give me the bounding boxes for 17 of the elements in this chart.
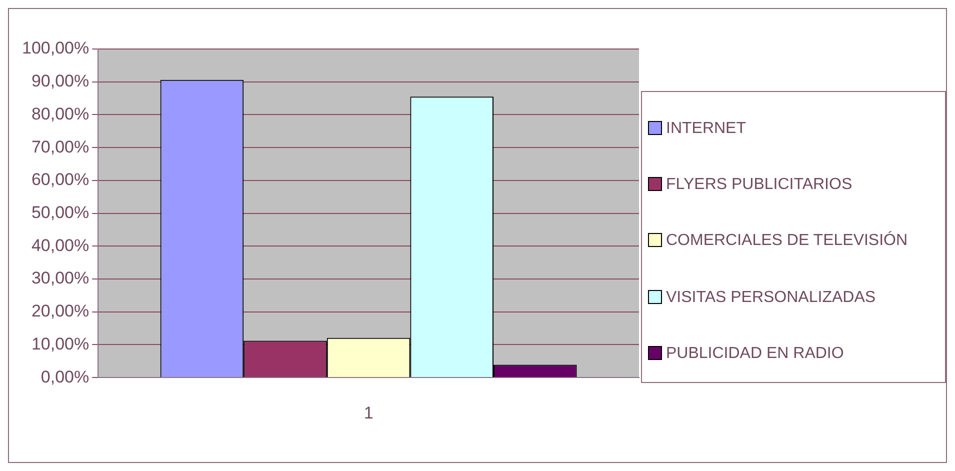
legend-label: FLYERS PUBLICITARIOS	[666, 175, 854, 194]
y-tick-label: 50,00%	[31, 202, 90, 222]
legend-label: COMERCIALES DE TELEVISIÓN	[666, 231, 909, 250]
y-tick-label: 20,00%	[31, 302, 90, 321]
x-tick-label: 1	[364, 403, 374, 422]
y-tick-label: 80,00%	[31, 104, 90, 124]
y-tick-label: 90,00%	[31, 72, 90, 91]
legend-label: VISITAS PERSONALIZADAS	[666, 288, 877, 307]
legend-label: PUBLICIDAD EN RADIO	[666, 344, 845, 364]
y-tick-label: 70,00%	[31, 137, 90, 156]
y-tick-label: 100,00%	[22, 38, 90, 58]
y-tick-label: 60,00%	[31, 170, 90, 190]
y-tick-label: 40,00%	[31, 236, 90, 255]
y-tick-label: 0,00%	[40, 367, 90, 386]
legend-label: INTERNET	[666, 118, 747, 138]
y-tick-label: 10,00%	[31, 334, 90, 354]
y-tick-label: 30,00%	[31, 268, 90, 288]
